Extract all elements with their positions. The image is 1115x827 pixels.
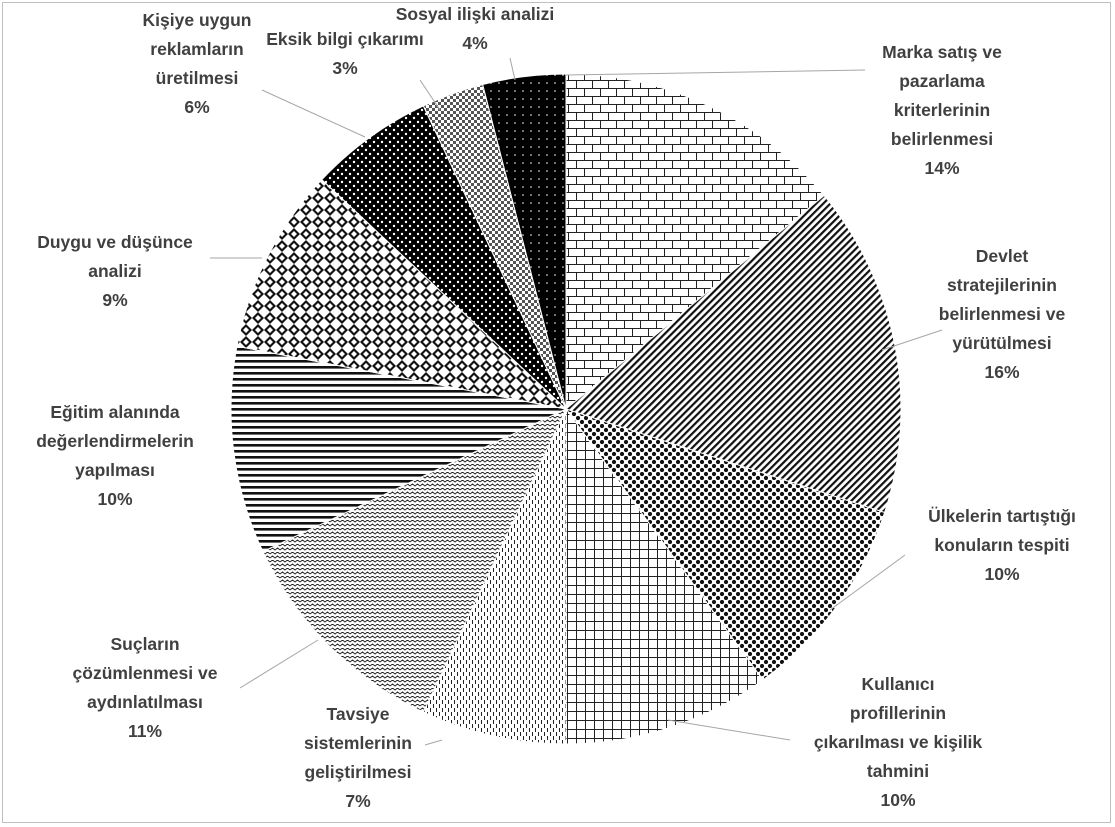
pie-slice-2 xyxy=(564,194,902,514)
slice-label-line: çözümlenmesi ve xyxy=(73,663,218,683)
slice-label-line: Eksik bilgi çıkarımı xyxy=(266,29,424,49)
slice-label-line: belirlenmesi xyxy=(891,129,993,149)
leader-line-4 xyxy=(667,719,791,741)
slice-label-9: Kişiye uygun reklamların üretilmesi 6% xyxy=(143,10,252,117)
slice-label-10: Eksik bilgi çıkarımı 3% xyxy=(266,29,424,78)
slice-percent-9: 6% xyxy=(184,97,210,117)
slice-label-line: profillerinin xyxy=(850,703,946,723)
slice-label-line: analizi xyxy=(88,261,142,281)
slice-label-4: Kullanıcı profillerinin çıkarılması ve kiş… xyxy=(814,674,983,810)
leader-line-6 xyxy=(239,639,319,689)
slice-percent-3: 10% xyxy=(984,564,1019,584)
slice-label-line: geliştirilmesi xyxy=(305,762,412,782)
leader-line-10 xyxy=(419,79,441,111)
slice-percent-5: 7% xyxy=(345,791,371,811)
slice-label-line: stratejilerinin xyxy=(947,275,1057,295)
slice-label-line: konuların tespiti xyxy=(934,535,1069,555)
pie-slice-9 xyxy=(321,105,567,410)
slice-label-5: Tavsiye sistemlerinin geliştirilmesi 7% xyxy=(304,704,412,811)
leader-line-1 xyxy=(564,69,866,76)
pie-slice-1 xyxy=(565,73,825,411)
slice-label-6: Suçların çözümlenmesi ve aydınlatılması 11% xyxy=(73,634,218,741)
slice-label-line: çıkarılması ve kişilik xyxy=(814,732,983,752)
slice-label-line: reklamların xyxy=(150,39,243,59)
slice-label-line: Ülkelerin tartıştığı xyxy=(928,506,1076,526)
pie-slice-11 xyxy=(482,73,567,410)
slice-percent-11: 4% xyxy=(462,33,488,53)
slice-label-line: Tavsiye xyxy=(327,704,390,724)
leader-line-9 xyxy=(261,89,366,138)
pie-slice-4 xyxy=(565,407,764,745)
leader-line-11 xyxy=(509,57,516,81)
slice-label-line: değerlendirmelerin xyxy=(36,431,194,451)
slice-label-line: Devlet xyxy=(976,246,1029,266)
leader-line-3 xyxy=(829,554,906,611)
slice-label-line: yapılması xyxy=(75,460,155,480)
slice-label-line: sistemlerinin xyxy=(304,733,412,753)
leader-line-5 xyxy=(424,739,443,746)
pie-slice-7 xyxy=(230,345,568,553)
slice-label-line: Kullanıcı xyxy=(862,674,935,694)
slice-percent-2: 16% xyxy=(984,362,1019,382)
slice-label-line: Kişiye uygun xyxy=(143,10,252,30)
slice-label-1: Marka satış ve pazarlama kriterlerinin beli… xyxy=(882,42,1002,178)
slice-label-line: aydınlatılması xyxy=(87,692,203,712)
slice-percent-1: 14% xyxy=(924,158,959,178)
slice-percent-6: 11% xyxy=(128,721,162,741)
slice-label-11: Sosyal ilişki analizi 4% xyxy=(396,4,555,53)
slice-label-line: Duygu ve düşünce xyxy=(37,232,193,252)
slice-label-line: kriterlerinin xyxy=(894,100,990,120)
pie-slice-5 xyxy=(422,408,567,745)
slice-label-line: Eğitim alanında xyxy=(50,402,180,422)
slice-label-line: Marka satış ve xyxy=(882,42,1002,62)
slice-percent-8: 9% xyxy=(102,290,128,310)
slice-label-line: Suçların xyxy=(110,634,179,654)
slice-label-line: pazarlama xyxy=(899,71,985,91)
slice-label-line: Sosyal ilişki analizi xyxy=(396,4,555,24)
pie-slice-6 xyxy=(262,407,568,713)
slice-percent-7: 10% xyxy=(97,489,132,509)
slice-label-8: Duygu ve düşünce analizi 9% xyxy=(37,232,193,310)
slice-label-2: Devlet stratejilerinin belirlenmesi ve yürü… xyxy=(939,246,1066,382)
leader-line-2 xyxy=(881,329,943,351)
pie-slice-8 xyxy=(236,178,568,410)
slice-label-line: üretilmesi xyxy=(156,68,239,88)
slice-percent-10: 3% xyxy=(332,58,358,78)
slice-label-line: tahmini xyxy=(867,761,929,781)
pie-slice-3 xyxy=(564,408,886,681)
slice-percent-4: 10% xyxy=(880,790,915,810)
slice-label-3: Ülkelerin tartıştığı konuların tespiti 10% xyxy=(928,506,1076,584)
slice-label-7: Eğitim alanında değerlendirmelerin yapılma… xyxy=(36,402,194,509)
slice-label-line: belirlenmesi ve xyxy=(939,304,1066,324)
slice-label-line: yürütülmesi xyxy=(952,333,1051,353)
